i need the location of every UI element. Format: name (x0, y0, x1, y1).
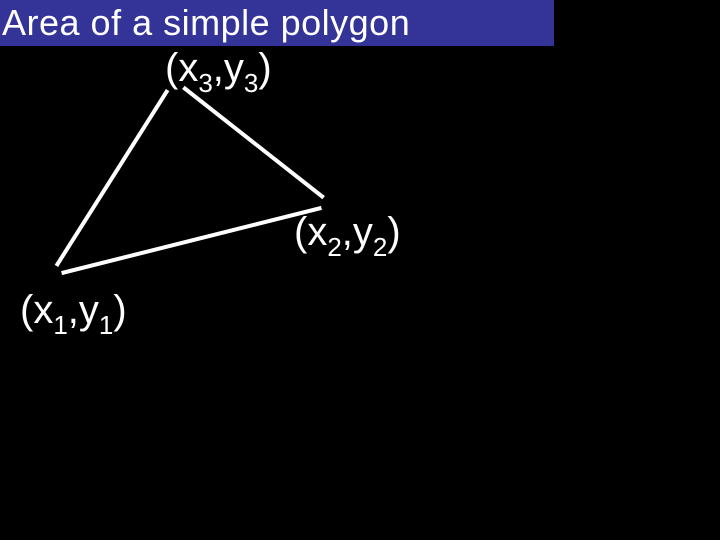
label-2-xsub: 2 (327, 232, 341, 262)
edge-v3-v1 (50, 80, 174, 276)
vertex-label-1: (x1,y1) (20, 288, 127, 339)
polygon-diagram (0, 0, 720, 540)
vertex-label-3: (x3,y3) (165, 46, 272, 97)
label-2-x: x (307, 210, 327, 254)
label-3-comma-y: ,y (213, 46, 244, 90)
label-1-comma-y: ,y (68, 288, 99, 332)
label-1-x: x (33, 288, 53, 332)
edge-v2-v3 (174, 80, 333, 205)
triangle-edges (50, 80, 333, 276)
label-1-ysub: 1 (99, 310, 113, 340)
label-2-ysub: 2 (373, 232, 387, 262)
edge-v1-v2 (50, 205, 333, 276)
vertex-1 (38, 264, 62, 288)
label-1-xsub: 1 (53, 310, 67, 340)
vertex-label-2: (x2,y2) (294, 210, 401, 261)
label-3-xsub: 3 (198, 68, 212, 98)
label-2-comma-y: ,y (342, 210, 373, 254)
label-3-ysub: 3 (244, 68, 258, 98)
label-3-x: x (178, 46, 198, 90)
